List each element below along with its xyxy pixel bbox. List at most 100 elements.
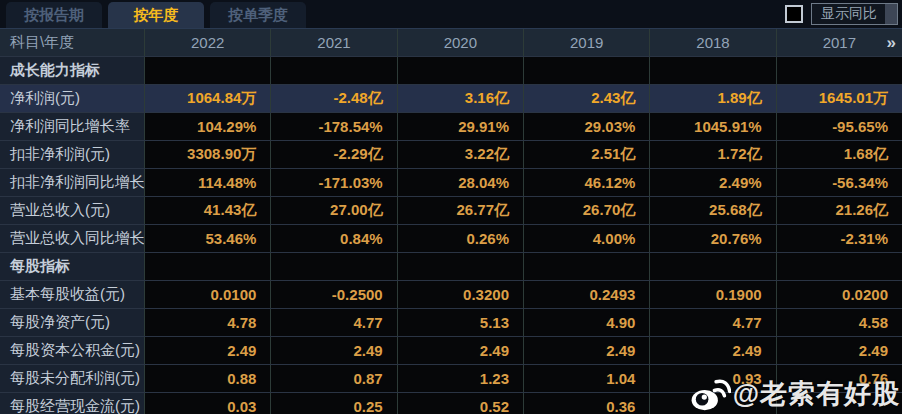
value-cell: 29.03% [523,113,649,140]
value-cell [649,57,775,84]
value-cell: 26.70亿 [523,197,649,224]
row-label: 每股经营现金流(元) [0,393,144,414]
value-cell: 1.89亿 [649,85,775,112]
value-cell: -2.31% [776,225,902,252]
value-cell [144,57,270,84]
value-cell: -2.48亿 [270,85,396,112]
value-cell [649,393,775,414]
value-cell [523,57,649,84]
value-cell: -171.03% [270,169,396,196]
year-header-2019[interactable]: 2019 [523,29,649,56]
section-row: 成长能力指标 [0,57,902,85]
value-cell: 28.04% [397,169,523,196]
row-label: 扣非净利润同比增长率 [0,169,144,196]
row-label: 营业总收入(元) [0,197,144,224]
value-cell: 0.3200 [397,281,523,308]
year-header-2018[interactable]: 2018 [649,29,775,56]
value-cell: 0.1900 [649,281,775,308]
tab-2[interactable]: 按单季度 [210,2,306,28]
value-cell: 41.43亿 [144,197,270,224]
value-cell: 0.25 [270,393,396,414]
value-cell: 1645.01万 [776,85,902,112]
table-row: 每股净资产(元)4.784.775.134.904.774.58 [0,309,902,337]
value-cell: 4.90 [523,309,649,336]
table-row: 基本每股收益(元)0.0100-0.25000.32000.24930.1900… [0,281,902,309]
value-cell: 5.13 [397,309,523,336]
row-label: 基本每股收益(元) [0,281,144,308]
row-label: 营业总收入同比增长率 [0,225,144,252]
value-cell: 46.12% [523,169,649,196]
table-row: 净利润同比增长率104.29%-178.54%29.91%29.03%1045.… [0,113,902,141]
value-cell: 2.49 [270,337,396,364]
value-cell [776,393,902,414]
value-cell: 1045.91% [649,113,775,140]
value-cell: 26.77亿 [397,197,523,224]
value-cell: 20.76% [649,225,775,252]
value-cell: 1.68亿 [776,141,902,168]
value-cell: 1.04 [523,365,649,392]
show-yoy-button[interactable]: 显示同比 [811,3,898,25]
period-tabbar: 按报告期按年度按单季度 显示同比 [0,0,902,28]
table-row: 营业总收入(元)41.43亿27.00亿26.77亿26.70亿25.68亿21… [0,197,902,225]
value-cell: 0.93 [649,365,775,392]
value-cell [270,253,396,280]
value-cell [776,57,902,84]
row-label: 扣非净利润(元) [0,141,144,168]
tab-0[interactable]: 按报告期 [6,2,102,28]
value-cell: -0.2500 [270,281,396,308]
value-cell [649,253,775,280]
tab-1[interactable]: 按年度 [108,2,204,28]
row-label: 成长能力指标 [0,57,144,84]
value-cell: 3308.90万 [144,141,270,168]
value-cell: 1.23 [397,365,523,392]
value-cell: -2.29亿 [270,141,396,168]
value-cell [397,253,523,280]
value-cell: 0.87 [270,365,396,392]
value-cell: 25.68亿 [649,197,775,224]
table-row: 每股经营现金流(元)0.030.250.520.36 [0,393,902,414]
value-cell [397,57,523,84]
value-cell: 2.51亿 [523,141,649,168]
row-label: 每股指标 [0,253,144,280]
value-cell: 2.43亿 [523,85,649,112]
table-row: 每股未分配利润(元)0.880.871.231.040.930.76 [0,365,902,393]
value-cell: -56.34% [776,169,902,196]
table-row: 扣非净利润同比增长率114.48%-171.03%28.04%46.12%2.4… [0,169,902,197]
compare-controls: 显示同比 [785,3,898,25]
value-cell: 0.88 [144,365,270,392]
value-cell: 114.48% [144,169,270,196]
corner-header: 科目\年度 [0,29,144,56]
year-header-2022[interactable]: 2022 [144,29,270,56]
value-cell: -178.54% [270,113,396,140]
value-cell: 0.26% [397,225,523,252]
value-cell: 0.84% [270,225,396,252]
more-years-chevron-icon[interactable]: » [887,33,896,53]
value-cell: 29.91% [397,113,523,140]
value-cell: 0.52 [397,393,523,414]
section-row: 每股指标 [0,253,902,281]
value-cell [523,253,649,280]
year-header-2021[interactable]: 2021 [270,29,396,56]
row-label: 每股资本公积金(元) [0,337,144,364]
value-cell: 4.00% [523,225,649,252]
show-yoy-checkbox[interactable] [785,5,803,23]
value-cell: 0.76 [776,365,902,392]
value-cell: 4.78 [144,309,270,336]
value-cell: 2.49 [649,337,775,364]
value-cell [144,253,270,280]
row-label: 每股净资产(元) [0,309,144,336]
financial-indicators-table: 科目\年度202220212020201920182017»成长能力指标净利润(… [0,28,902,414]
value-cell: 0.36 [523,393,649,414]
value-cell: 0.0100 [144,281,270,308]
value-cell: 0.0200 [776,281,902,308]
value-cell: -95.65% [776,113,902,140]
value-cell: 4.58 [776,309,902,336]
year-header-2020[interactable]: 2020 [397,29,523,56]
table-row: 营业总收入同比增长率53.46%0.84%0.26%4.00%20.76%-2.… [0,225,902,253]
year-header-2017[interactable]: 2017» [776,29,902,56]
value-cell: 21.26亿 [776,197,902,224]
value-cell: 0.2493 [523,281,649,308]
value-cell: 3.22亿 [397,141,523,168]
value-cell: 4.77 [649,309,775,336]
value-cell: 53.46% [144,225,270,252]
